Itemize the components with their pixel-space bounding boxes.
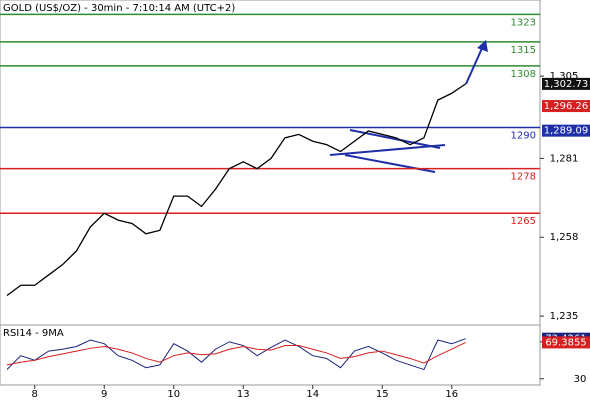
x-tick-label: 10 [167,389,180,400]
x-tick-label: 15 [376,389,389,400]
x-tick-label: 14 [306,389,319,400]
level-label: 1278 [511,172,536,183]
rsi-tick-label: 30 [574,374,587,385]
rsi-title: RSI14 - 9MA [3,328,64,339]
x-tick-label: 9 [101,389,107,400]
level-label: 1308 [511,69,536,80]
rsi-panel [0,324,541,386]
level-label: 1323 [511,17,536,28]
y-tick-label: 1,281 [550,153,579,164]
price-tag [542,77,590,90]
price-tag-label: 69.3855 [545,337,586,348]
level-label: 1265 [511,216,536,227]
series-line [6,341,466,366]
forecast-arrow [465,45,484,85]
x-tick-label: 13 [237,389,250,400]
x-tick-label: 16 [445,389,458,400]
series-line [6,338,466,371]
price-tag-label: 1,289.09 [544,126,589,137]
level-label: 1290 [511,131,536,142]
y-tick-label: 1,305 [550,71,579,82]
series-line [6,83,467,297]
level-label: 1315 [511,45,536,56]
x-tick-label: 8 [32,389,38,400]
forecast-arrow-head [477,40,488,52]
price-tag [542,100,590,113]
price-tag-label: 1,302.73 [544,79,589,90]
chart-title: GOLD (US$/OZ) - 30min - 7:10:14 AM (UTC+… [3,3,235,14]
price-panel [0,0,541,326]
price-tag [542,124,590,137]
price-tag [542,336,590,349]
price-tag-label: 1,296.26 [544,101,589,112]
y-tick-label: 1,235 [550,311,579,322]
y-tick-label: 1,258 [550,232,579,243]
